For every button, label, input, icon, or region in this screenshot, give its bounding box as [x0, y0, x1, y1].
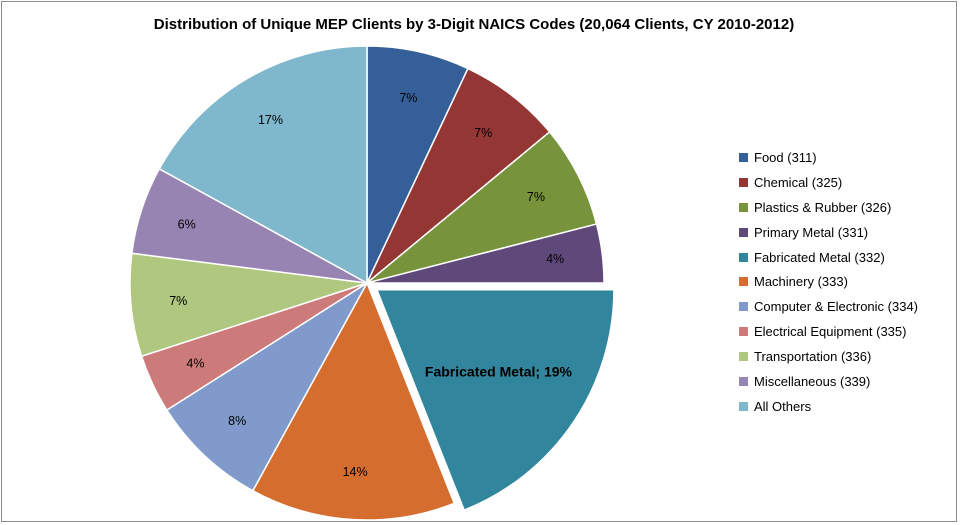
data-label-miscellaneous-339: 6%: [178, 217, 196, 231]
data-label-fabricated-metal-332: Fabricated Metal; 19%: [425, 363, 573, 379]
legend-item: All Others: [739, 394, 918, 419]
data-label-primary-metal-331: 4%: [546, 252, 564, 266]
pie-slice-food-311: [366, 45, 469, 284]
pie-slice-all-others: [158, 45, 368, 285]
data-label-all-others: 17%: [258, 113, 283, 127]
pie-slice-primary-metal-331: [366, 223, 605, 284]
legend-item: Computer & Electronic (334): [739, 294, 918, 319]
pie-slice-chemical-325: [366, 67, 551, 284]
legend-swatch: [739, 152, 748, 162]
data-label-machinery-333: 14%: [343, 465, 368, 479]
legend-label: Fabricated Metal (332): [754, 249, 885, 265]
legend-swatch: [739, 376, 748, 386]
chart-legend: Food (311) Chemical (325) Plastics & Rubbe…: [739, 145, 918, 419]
legend-item: Food (311): [739, 145, 918, 170]
data-label-chemical-325: 7%: [474, 126, 492, 140]
pie-slice-plastics-rubber-326: [366, 130, 598, 284]
pie-slice-machinery-333: [251, 281, 456, 521]
legend-item: Fabricated Metal (332): [739, 245, 918, 270]
legend-item: Chemical (325): [739, 170, 918, 195]
legend-swatch: [739, 202, 748, 212]
legend-item: Primary Metal (331): [739, 220, 918, 245]
legend-item: Transportation (336): [739, 344, 918, 369]
legend-label: Primary Metal (331): [754, 224, 869, 240]
legend-label: Plastics & Rubber (326): [754, 199, 892, 215]
legend-item: Electrical Equipment (335): [739, 319, 918, 344]
data-label-computer-electronic-334: 8%: [228, 414, 246, 428]
legend-label: Chemical (325): [754, 174, 843, 190]
legend-label: Food (311): [754, 149, 817, 165]
legend-item: Miscellaneous (339): [739, 369, 918, 394]
legend-swatch: [739, 401, 748, 411]
legend-label: Electrical Equipment (335): [754, 324, 907, 340]
legend-swatch: [739, 327, 748, 337]
data-label-electrical-equipment-335: 4%: [186, 357, 204, 371]
legend-label: Machinery (333): [754, 274, 848, 290]
legend-label: Miscellaneous (339): [754, 373, 871, 389]
legend-label: Transportation (336): [754, 349, 872, 365]
legend-swatch: [739, 252, 748, 262]
legend-swatch: [739, 177, 748, 187]
pie-slice-fabricated-metal-332: [375, 288, 615, 512]
legend-item: Plastics & Rubber (326): [739, 195, 918, 220]
legend-label: All Others: [754, 398, 812, 414]
data-label-plastics-rubber-326: 7%: [527, 190, 545, 204]
legend-label: Computer & Electronic (334): [754, 299, 919, 315]
legend-swatch: [739, 277, 748, 287]
legend-swatch: [739, 227, 748, 237]
pie-slice-transportation-336: [129, 252, 368, 358]
legend-swatch: [739, 352, 748, 362]
legend-swatch: [739, 302, 748, 312]
data-label-transportation-336: 7%: [169, 294, 187, 308]
data-label-food-311: 7%: [399, 91, 417, 105]
legend-item: Machinery (333): [739, 269, 918, 294]
pie-slice-computer-electronic-334: [165, 282, 368, 492]
chart-title: Distribution of Unique MEP Clients by 3-…: [153, 16, 795, 33]
